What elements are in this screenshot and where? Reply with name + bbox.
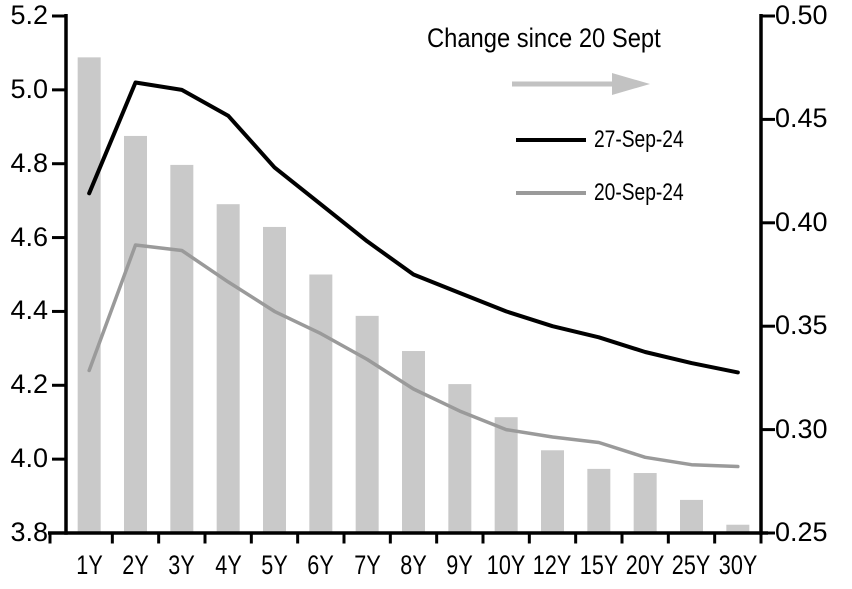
x-tick-label: 12Y — [533, 550, 572, 580]
y-left-tick-label: 4.8 — [10, 147, 48, 178]
x-tick-label: 15Y — [579, 550, 619, 580]
legend-entry-label: 27-Sep-24 — [594, 126, 684, 153]
x-tick-label: 25Y — [672, 550, 711, 580]
y-left-tick-label: 5.2 — [10, 0, 48, 30]
x-tick-label: 4Y — [214, 550, 242, 580]
x-tick-label: 30Y — [718, 550, 758, 580]
legend-entry-label: 20-Sep-24 — [594, 179, 684, 206]
y-right-tick-label: 0.25 — [775, 517, 828, 547]
x-tick-label: 6Y — [307, 550, 335, 580]
y-left-tick-label: 3.8 — [10, 517, 48, 547]
x-tick-label: 1Y — [75, 550, 103, 580]
y-right-tick-label: 0.35 — [775, 310, 828, 341]
gray-line-swatch-icon — [516, 191, 586, 195]
x-tick-label: 7Y — [353, 550, 381, 580]
x-tick-label: 5Y — [261, 550, 288, 580]
y-right-tick-label: 0.45 — [775, 103, 828, 134]
black-line-swatch-icon — [516, 138, 586, 142]
y-left-tick-label: 4.4 — [10, 295, 48, 326]
x-tick-label: 8Y — [400, 550, 427, 580]
x-tick-label: 20Y — [625, 550, 665, 580]
x-tick-label: 3Y — [168, 550, 196, 580]
y-left-tick-label: 4.6 — [10, 221, 48, 252]
legend-entry-27-sep-24: 27-Sep-24 — [516, 127, 706, 153]
y-right-tick-label: 0.30 — [775, 413, 828, 444]
y-left-tick-label: 4.2 — [10, 369, 48, 400]
change-direction-right-arrow-icon — [510, 72, 650, 96]
y-left-tick-label: 4.0 — [10, 443, 48, 474]
legend-title-text: Change since 20 Sept — [427, 23, 661, 53]
x-tick-label: 2Y — [122, 550, 149, 580]
legend-entry-20-sep-24: 20-Sep-24 — [516, 180, 706, 206]
x-tick-label: 9Y — [446, 550, 474, 580]
y-right-tick-label: 0.50 — [775, 0, 828, 30]
x-tick-label: 10Y — [486, 550, 526, 580]
y-right-tick-label: 0.40 — [775, 206, 828, 237]
y-left-tick-label: 5.0 — [10, 73, 48, 104]
legend-title: Change since 20 Sept — [408, 25, 680, 52]
